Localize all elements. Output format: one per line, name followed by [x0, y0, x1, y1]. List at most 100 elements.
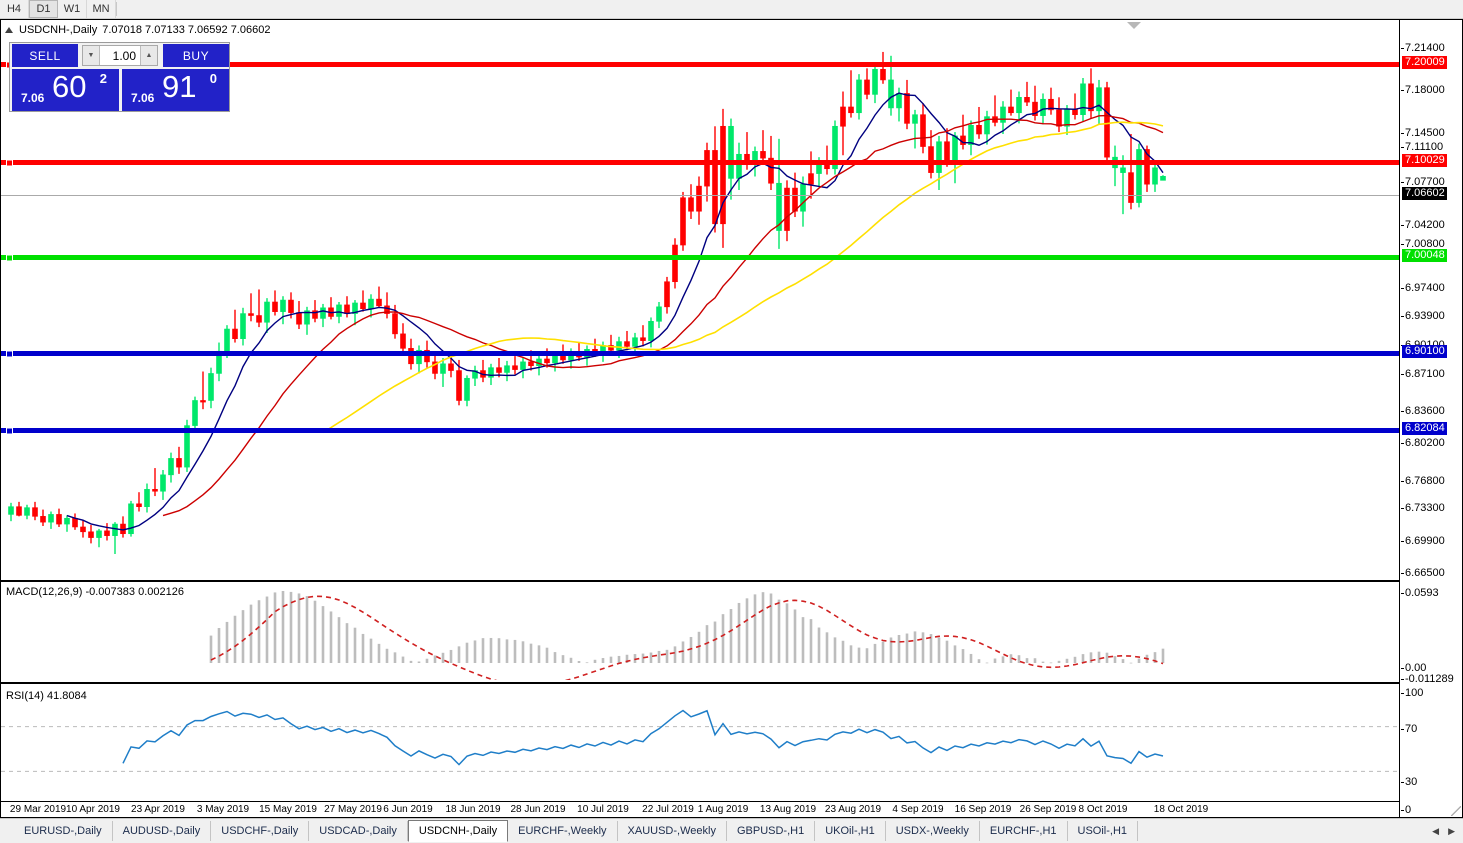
chart-window[interactable]: USDCNH-,Daily 7.07018 7.07133 7.06592 7.… — [0, 19, 1463, 818]
candlestick — [384, 292, 390, 319]
chart-tab-usoilh1[interactable]: USOil-,H1 — [1068, 821, 1139, 841]
level-line-support-700048[interactable] — [1, 254, 1400, 261]
timeframe-button-w1[interactable]: W1 — [58, 0, 87, 18]
volume-increment-icon[interactable]: ▲ — [140, 46, 157, 65]
one-click-trading-panel[interactable]: SELL ▼ 1.00 ▲ BUY 7.06 60 2 7.06 91 0 — [9, 42, 230, 112]
candlestick — [960, 114, 966, 150]
candlestick — [1048, 87, 1054, 115]
date-tick: 4 Sep 2019 — [892, 804, 944, 815]
candlestick — [976, 106, 982, 139]
candlestick — [840, 91, 846, 156]
candlestick — [192, 396, 198, 433]
chart-tab-usdxweekly[interactable]: USDX-,Weekly — [886, 821, 980, 841]
rsi-scale-0: 0 — [1400, 804, 1412, 816]
chart-collapse-triangle-icon[interactable] — [5, 27, 13, 33]
price-tick-704200: 7.04200 — [1401, 219, 1445, 231]
volume-input[interactable]: 1.00 — [112, 48, 136, 63]
candlestick — [232, 309, 238, 343]
chart-tab-audusddaily[interactable]: AUDUSD-,Daily — [113, 821, 212, 841]
timeframe-button-h4[interactable]: H4 — [0, 0, 29, 18]
candlestick — [864, 68, 870, 100]
candlestick — [304, 306, 310, 335]
sell-price-button[interactable]: 7.06 60 2 — [12, 69, 119, 111]
chart-tab-usdchfdaily[interactable]: USDCHF-,Daily — [211, 821, 310, 841]
macd-panel-divider[interactable] — [1, 580, 1463, 582]
level-line-support-690100[interactable] — [1, 350, 1400, 357]
scroll-marker-triangle-icon[interactable] — [1127, 22, 1141, 29]
candlestick — [208, 367, 214, 409]
candlestick — [632, 332, 638, 355]
price-tick-673300: 6.73300 — [1401, 502, 1445, 514]
candlestick — [920, 103, 926, 154]
level-line-support-700048-anchor[interactable] — [6, 254, 13, 261]
candlestick — [776, 138, 782, 249]
date-tick: 15 May 2019 — [259, 804, 317, 815]
chart-tab-eurchfh1[interactable]: EURCHF-,H1 — [980, 821, 1068, 841]
candlestick — [1160, 175, 1166, 181]
candlestick — [784, 180, 790, 242]
date-tick: 13 Aug 2019 — [759, 804, 817, 815]
chart-tab-eurchfweekly[interactable]: EURCHF-,Weekly — [508, 821, 618, 841]
level-line-support-682084[interactable] — [1, 427, 1400, 434]
level-line-support-682084-anchor[interactable] — [6, 427, 13, 434]
volume-stepper[interactable]: ▼ 1.00 ▲ — [82, 45, 158, 66]
candlestick — [640, 325, 646, 347]
candlestick — [696, 176, 702, 225]
timeframe-button-mn[interactable]: MN — [87, 0, 116, 18]
candlestick — [992, 95, 998, 127]
level-line-support-690100-anchor[interactable] — [6, 350, 13, 357]
timeframe-button-d1[interactable]: D1 — [29, 0, 58, 18]
candlestick — [480, 359, 486, 383]
chart-tab-usdcaddaily[interactable]: USDCAD-,Daily — [309, 821, 408, 841]
date-tick: 29 Mar 2019 — [9, 804, 67, 815]
candlestick — [472, 365, 478, 386]
resize-grip-icon[interactable] — [1451, 806, 1461, 816]
candlestick — [1088, 68, 1094, 119]
candlestick — [168, 452, 174, 483]
sell-button[interactable]: SELL — [12, 44, 78, 67]
level-line-resistance-710029[interactable] — [1, 159, 1400, 166]
date-axis[interactable]: 29 Mar 2019 10 Apr 2019 23 Apr 2019 3 May 2… — [1, 801, 1401, 817]
candlestick — [512, 356, 518, 375]
candlestick — [736, 142, 742, 190]
chart-tab-usdcnhdaily[interactable]: USDCNH-,Daily — [407, 820, 509, 842]
candlestick — [496, 358, 502, 378]
chart-tab-ukoilh1[interactable]: UKOil-,H1 — [815, 821, 886, 841]
level-line-resistance-710029-anchor[interactable] — [6, 159, 13, 166]
rsi-panel-divider[interactable] — [1, 682, 1463, 684]
candlestick — [1080, 78, 1086, 122]
candlestick — [216, 342, 222, 382]
buy-price-prefix: 7.06 — [131, 91, 155, 105]
tab-scroll-right-icon[interactable]: ▶ — [1448, 825, 1455, 836]
price-scale[interactable]: 7.21400 7.18000 7.14500 7.11100 7.07700 7.042… — [1399, 20, 1462, 817]
rsi-scale-30: 30 — [1400, 776, 1418, 788]
date-tick: 1 Aug 2019 — [697, 804, 749, 815]
level-label-support-690100: 6.90100 — [1402, 345, 1447, 358]
chart-tab-gbpusdh1[interactable]: GBPUSD-,H1 — [727, 821, 816, 841]
candlestick — [56, 508, 62, 527]
candlestick — [1112, 145, 1118, 187]
price-tick-711100: 7.11100 — [1400, 141, 1444, 153]
one-click-price-row: 7.06 60 2 7.06 91 0 — [12, 69, 229, 111]
volume-decrement-icon[interactable]: ▼ — [83, 46, 100, 65]
tab-scroll-arrows: ◀ ▶ — [1432, 826, 1463, 837]
chart-tab-xauusdweekly[interactable]: XAUUSD-,Weekly — [618, 821, 727, 841]
candlestick — [848, 70, 854, 118]
tab-scroll-left-icon[interactable]: ◀ — [1432, 825, 1440, 836]
candlestick — [256, 289, 262, 328]
buy-price-button[interactable]: 7.06 91 0 — [122, 69, 229, 111]
buy-button[interactable]: BUY — [163, 44, 229, 67]
candlestick — [136, 492, 142, 512]
candlestick — [608, 334, 614, 355]
macd-scale-zero: 0.00 — [1400, 662, 1427, 674]
level-label-resistance-720009: 7.20009 — [1402, 56, 1447, 69]
macd-chart-canvas — [209, 591, 1165, 680]
candlestick — [80, 520, 86, 538]
candlestick — [1128, 134, 1134, 210]
candlestick — [1056, 97, 1062, 133]
level-line-current-price[interactable] — [1, 195, 1400, 196]
price-tick-666500: 6.66500 — [1401, 567, 1445, 579]
chart-tab-eurusddaily[interactable]: EURUSD-,Daily — [14, 821, 113, 841]
buy-price-fraction: 0 — [209, 71, 217, 86]
